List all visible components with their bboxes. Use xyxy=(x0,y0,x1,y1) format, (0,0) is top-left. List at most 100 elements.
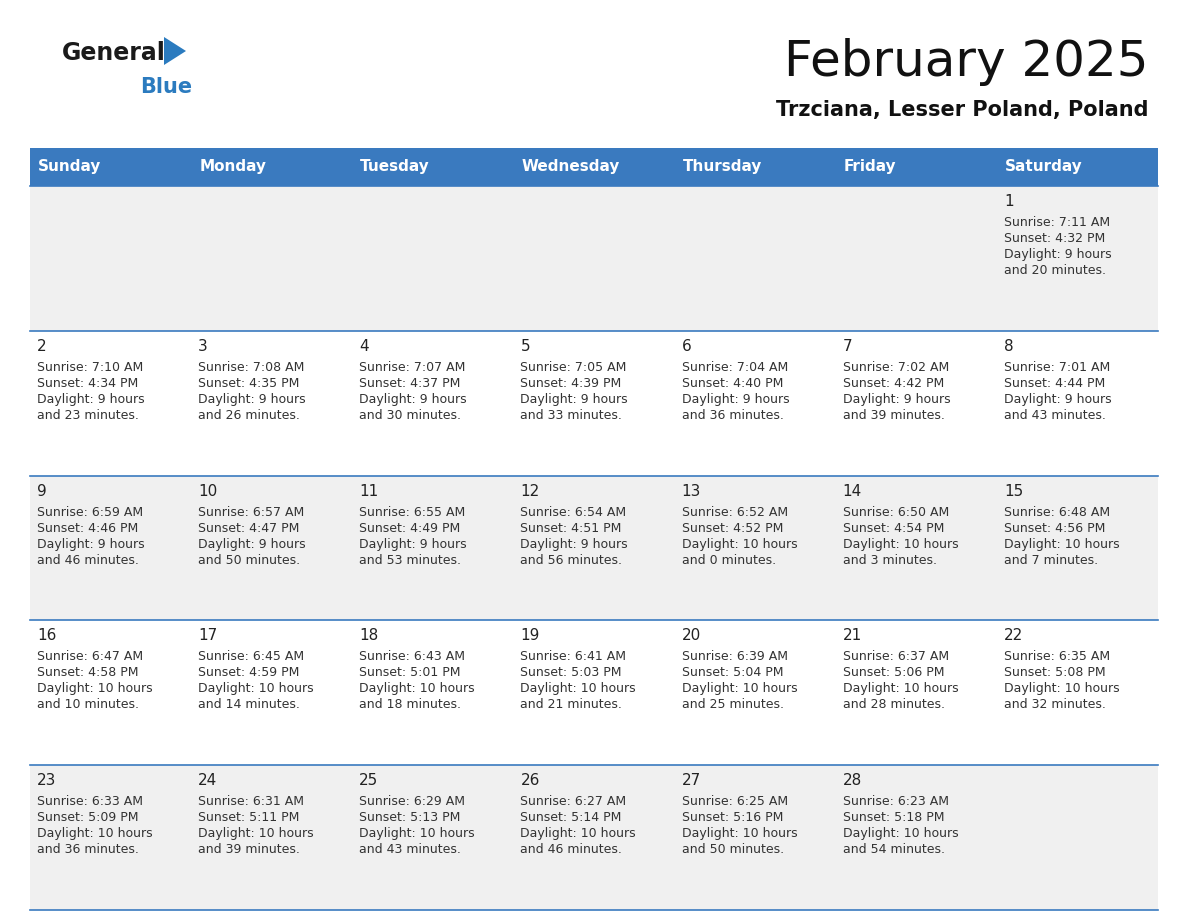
Text: and 46 minutes.: and 46 minutes. xyxy=(520,844,623,856)
Text: Daylight: 9 hours: Daylight: 9 hours xyxy=(359,538,467,551)
Text: and 54 minutes.: and 54 minutes. xyxy=(842,844,944,856)
Text: Daylight: 10 hours: Daylight: 10 hours xyxy=(520,827,636,840)
Text: 8: 8 xyxy=(1004,339,1013,353)
Text: Tuesday: Tuesday xyxy=(360,160,430,174)
Text: Sunrise: 6:55 AM: Sunrise: 6:55 AM xyxy=(359,506,466,519)
Text: and 14 minutes.: and 14 minutes. xyxy=(198,699,301,711)
Text: 20: 20 xyxy=(682,629,701,644)
Text: 12: 12 xyxy=(520,484,539,498)
Text: 14: 14 xyxy=(842,484,862,498)
Text: Blue: Blue xyxy=(140,77,192,97)
Text: Sunset: 4:44 PM: Sunset: 4:44 PM xyxy=(1004,376,1105,390)
Text: 1: 1 xyxy=(1004,194,1013,209)
Text: Sunrise: 6:52 AM: Sunrise: 6:52 AM xyxy=(682,506,788,519)
Text: Sunrise: 6:27 AM: Sunrise: 6:27 AM xyxy=(520,795,626,808)
Text: Sunset: 4:58 PM: Sunset: 4:58 PM xyxy=(37,666,139,679)
Text: Sunset: 5:13 PM: Sunset: 5:13 PM xyxy=(359,812,461,824)
Text: Trzciana, Lesser Poland, Poland: Trzciana, Lesser Poland, Poland xyxy=(776,100,1148,120)
Text: Sunrise: 7:04 AM: Sunrise: 7:04 AM xyxy=(682,361,788,374)
Text: Daylight: 9 hours: Daylight: 9 hours xyxy=(198,538,305,551)
Text: Daylight: 9 hours: Daylight: 9 hours xyxy=(37,393,145,406)
Bar xyxy=(675,148,835,186)
Text: Sunset: 5:16 PM: Sunset: 5:16 PM xyxy=(682,812,783,824)
Text: General: General xyxy=(62,41,166,65)
Text: Sunrise: 7:08 AM: Sunrise: 7:08 AM xyxy=(198,361,304,374)
Text: Sunrise: 7:11 AM: Sunrise: 7:11 AM xyxy=(1004,216,1110,229)
Text: Sunrise: 6:23 AM: Sunrise: 6:23 AM xyxy=(842,795,949,808)
Text: Daylight: 10 hours: Daylight: 10 hours xyxy=(842,682,959,696)
Text: Daylight: 9 hours: Daylight: 9 hours xyxy=(520,538,628,551)
Text: Sunset: 4:59 PM: Sunset: 4:59 PM xyxy=(198,666,299,679)
Text: 10: 10 xyxy=(198,484,217,498)
Text: Sunrise: 6:33 AM: Sunrise: 6:33 AM xyxy=(37,795,143,808)
Text: Sunset: 4:37 PM: Sunset: 4:37 PM xyxy=(359,376,461,390)
Text: Sunrise: 6:48 AM: Sunrise: 6:48 AM xyxy=(1004,506,1110,519)
Text: 15: 15 xyxy=(1004,484,1023,498)
Polygon shape xyxy=(164,37,187,65)
Text: Sunrise: 6:35 AM: Sunrise: 6:35 AM xyxy=(1004,650,1110,664)
Text: and 7 minutes.: and 7 minutes. xyxy=(1004,554,1098,566)
Text: Sunset: 4:40 PM: Sunset: 4:40 PM xyxy=(682,376,783,390)
Text: Sunrise: 7:02 AM: Sunrise: 7:02 AM xyxy=(842,361,949,374)
Text: 21: 21 xyxy=(842,629,862,644)
Text: and 50 minutes.: and 50 minutes. xyxy=(682,844,784,856)
Text: Sunset: 5:08 PM: Sunset: 5:08 PM xyxy=(1004,666,1106,679)
Bar xyxy=(30,330,1158,476)
Text: Sunrise: 6:31 AM: Sunrise: 6:31 AM xyxy=(198,795,304,808)
Text: and 53 minutes.: and 53 minutes. xyxy=(359,554,461,566)
Bar xyxy=(30,766,1158,910)
Text: and 39 minutes.: and 39 minutes. xyxy=(842,409,944,421)
Text: 27: 27 xyxy=(682,773,701,789)
Text: Daylight: 10 hours: Daylight: 10 hours xyxy=(682,538,797,551)
Text: and 28 minutes.: and 28 minutes. xyxy=(842,699,944,711)
Bar xyxy=(30,476,1158,621)
Text: and 39 minutes.: and 39 minutes. xyxy=(198,844,301,856)
Text: Sunrise: 6:50 AM: Sunrise: 6:50 AM xyxy=(842,506,949,519)
Text: 9: 9 xyxy=(37,484,46,498)
Bar xyxy=(30,148,191,186)
Text: and 23 minutes.: and 23 minutes. xyxy=(37,409,139,421)
Text: Friday: Friday xyxy=(843,160,896,174)
Text: Daylight: 10 hours: Daylight: 10 hours xyxy=(842,827,959,840)
Text: and 0 minutes.: and 0 minutes. xyxy=(682,554,776,566)
Text: February 2025: February 2025 xyxy=(784,38,1148,86)
Bar xyxy=(191,148,353,186)
Text: Sunrise: 6:43 AM: Sunrise: 6:43 AM xyxy=(359,650,466,664)
Text: 5: 5 xyxy=(520,339,530,353)
Text: and 33 minutes.: and 33 minutes. xyxy=(520,409,623,421)
Text: 19: 19 xyxy=(520,629,539,644)
Text: and 32 minutes.: and 32 minutes. xyxy=(1004,699,1106,711)
Text: Sunset: 4:46 PM: Sunset: 4:46 PM xyxy=(37,521,138,534)
Text: 2: 2 xyxy=(37,339,46,353)
Text: and 26 minutes.: and 26 minutes. xyxy=(198,409,301,421)
Text: 23: 23 xyxy=(37,773,56,789)
Text: Daylight: 10 hours: Daylight: 10 hours xyxy=(682,827,797,840)
Text: 26: 26 xyxy=(520,773,539,789)
Text: Sunrise: 6:45 AM: Sunrise: 6:45 AM xyxy=(198,650,304,664)
Text: and 30 minutes.: and 30 minutes. xyxy=(359,409,461,421)
Bar xyxy=(513,148,675,186)
Bar xyxy=(997,148,1158,186)
Text: 13: 13 xyxy=(682,484,701,498)
Text: Sunrise: 6:54 AM: Sunrise: 6:54 AM xyxy=(520,506,626,519)
Text: Daylight: 10 hours: Daylight: 10 hours xyxy=(37,682,152,696)
Text: and 18 minutes.: and 18 minutes. xyxy=(359,699,461,711)
Text: 3: 3 xyxy=(198,339,208,353)
Text: 11: 11 xyxy=(359,484,379,498)
Text: Sunrise: 6:47 AM: Sunrise: 6:47 AM xyxy=(37,650,143,664)
Text: Daylight: 10 hours: Daylight: 10 hours xyxy=(198,682,314,696)
Text: Daylight: 9 hours: Daylight: 9 hours xyxy=(359,393,467,406)
Text: Daylight: 9 hours: Daylight: 9 hours xyxy=(842,393,950,406)
Bar xyxy=(353,148,513,186)
Text: Sunset: 5:18 PM: Sunset: 5:18 PM xyxy=(842,812,944,824)
Text: Sunset: 4:49 PM: Sunset: 4:49 PM xyxy=(359,521,461,534)
Text: Daylight: 10 hours: Daylight: 10 hours xyxy=(1004,538,1119,551)
Text: Sunrise: 7:10 AM: Sunrise: 7:10 AM xyxy=(37,361,144,374)
Text: and 21 minutes.: and 21 minutes. xyxy=(520,699,623,711)
Text: 25: 25 xyxy=(359,773,379,789)
Text: Sunday: Sunday xyxy=(38,160,101,174)
Text: Sunrise: 7:01 AM: Sunrise: 7:01 AM xyxy=(1004,361,1110,374)
Text: Daylight: 9 hours: Daylight: 9 hours xyxy=(198,393,305,406)
Text: Saturday: Saturday xyxy=(1005,160,1082,174)
Text: Sunset: 5:04 PM: Sunset: 5:04 PM xyxy=(682,666,783,679)
